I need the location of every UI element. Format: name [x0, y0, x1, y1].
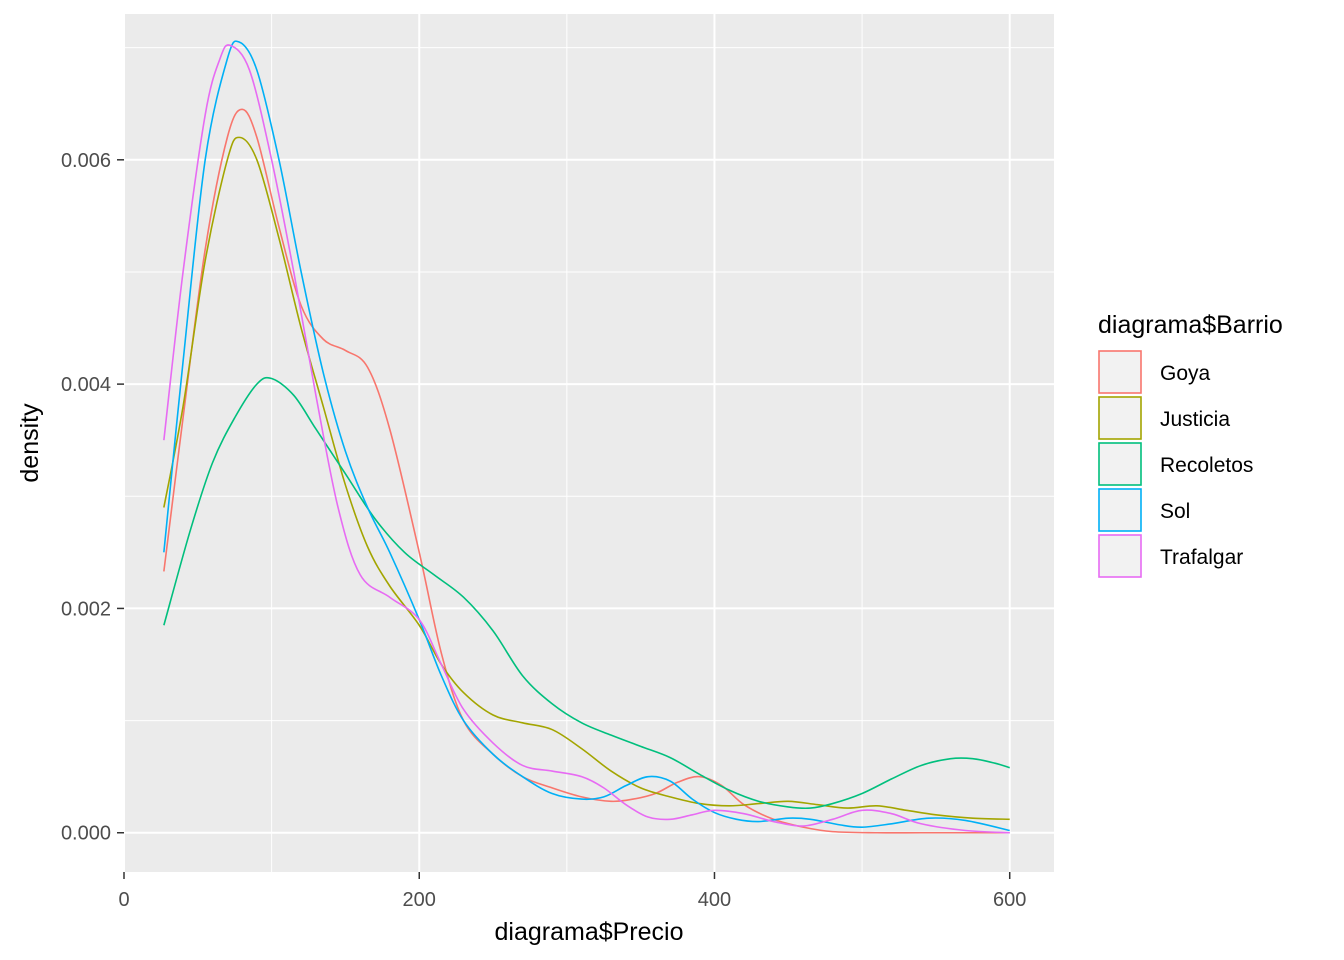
x-tick-label: 0	[118, 889, 129, 911]
axis-ticks	[117, 159, 1011, 879]
x-tick-label: 200	[403, 889, 436, 911]
minor-gridlines	[124, 14, 1054, 872]
y-tick-labels: 0.000 0.002 0.004 0.006	[61, 150, 111, 845]
legend-key	[1098, 442, 1142, 486]
legend-label: Recoletos	[1160, 454, 1253, 477]
x-tick-label: 600	[993, 889, 1026, 911]
x-tick-labels: 0 200 400 600	[118, 889, 1026, 911]
legend-item-justicia: Justicia	[1098, 396, 1230, 440]
legend-title: diagrama$Barrio	[1098, 311, 1283, 339]
x-axis-title: diagrama$Precio	[495, 918, 684, 946]
legend-item-goya: Goya	[1098, 350, 1211, 394]
y-tick-label: 0.002	[61, 598, 111, 620]
plot-panel	[124, 14, 1054, 872]
legend-label: Trafalgar	[1160, 546, 1243, 569]
y-axis-title: density	[16, 403, 44, 483]
major-gridlines	[123, 14, 1054, 872]
series-line-trafalgar	[163, 44, 1010, 834]
legend-label: Sol	[1160, 500, 1190, 523]
x-tick-label: 400	[698, 889, 731, 911]
series-line-recoletos	[163, 376, 1010, 810]
legend-key	[1098, 534, 1142, 578]
legend-item-recoletos: Recoletos	[1098, 442, 1253, 486]
legend-key	[1098, 488, 1142, 532]
series-lines	[163, 40, 1010, 834]
legend-item-sol: Sol	[1098, 488, 1190, 532]
y-tick-label: 0.000	[61, 823, 111, 845]
series-line-sol	[163, 40, 1010, 832]
legend: diagrama$Barrio Goya Justicia Recoletos Sol…	[1098, 311, 1283, 578]
y-tick-label: 0.006	[61, 150, 111, 172]
legend-label: Goya	[1160, 362, 1211, 385]
legend-label: Justicia	[1160, 408, 1230, 431]
legend-item-trafalgar: Trafalgar	[1098, 534, 1243, 578]
legend-key	[1098, 396, 1142, 440]
legend-key	[1098, 350, 1142, 394]
y-tick-label: 0.004	[61, 374, 111, 396]
